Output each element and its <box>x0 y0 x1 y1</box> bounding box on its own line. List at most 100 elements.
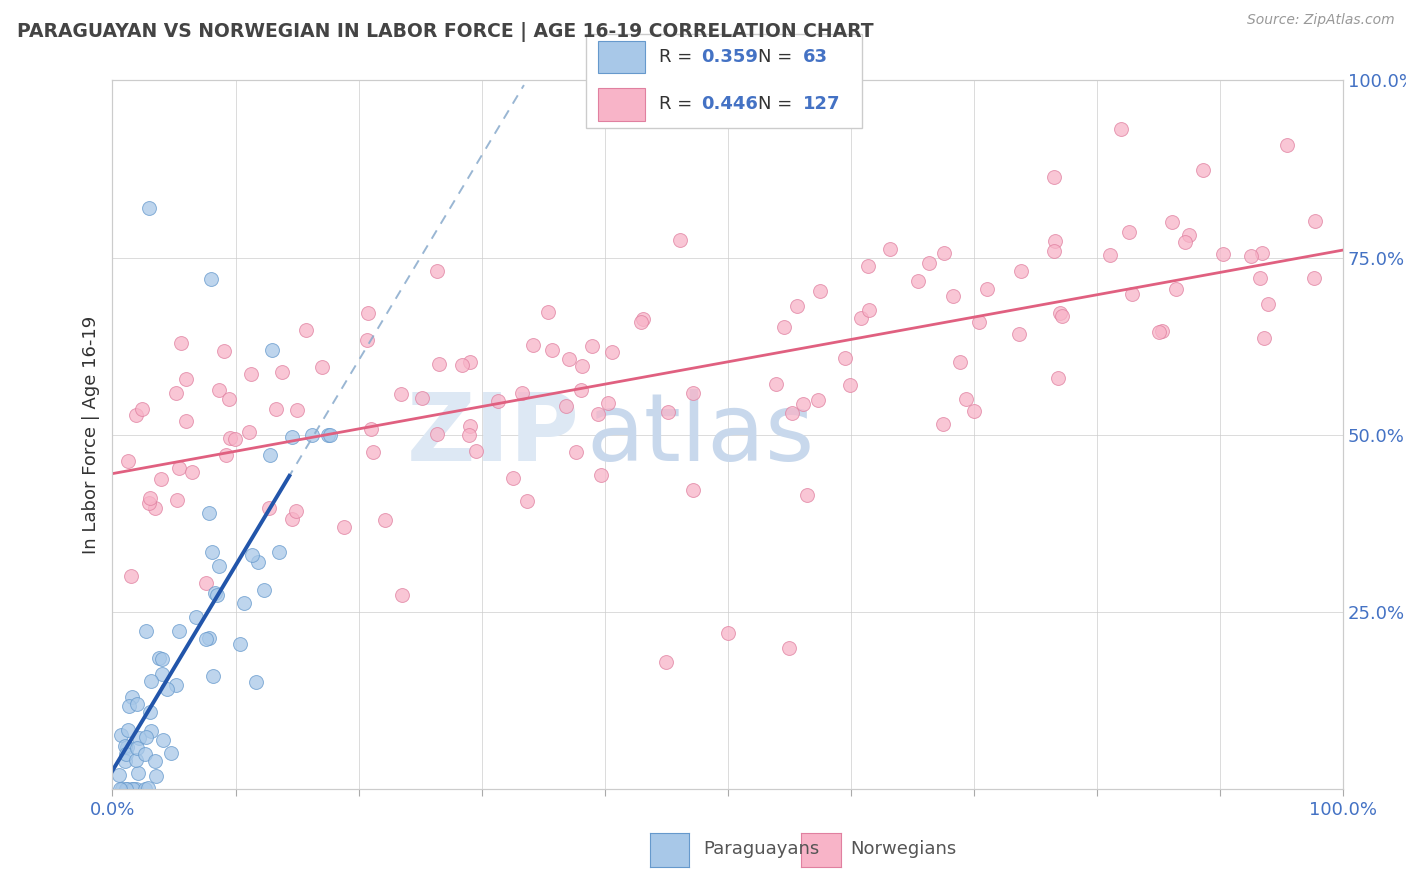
Point <box>510 386 533 401</box>
Point <box>233 596 256 610</box>
Point <box>200 272 222 286</box>
Text: Norwegians: Norwegians <box>851 840 957 858</box>
Point <box>181 465 204 479</box>
Point <box>195 575 218 590</box>
Point <box>117 723 139 737</box>
Point <box>218 392 240 406</box>
Point <box>120 568 142 582</box>
Point <box>717 626 740 640</box>
Point <box>134 747 156 762</box>
Point <box>136 781 159 796</box>
Point <box>167 460 190 475</box>
Point <box>522 338 544 352</box>
Point <box>1010 264 1032 278</box>
Point <box>125 782 148 797</box>
Point <box>270 365 292 379</box>
Text: N =: N = <box>758 48 797 66</box>
Text: Paraguayans: Paraguayans <box>703 840 820 858</box>
Point <box>219 432 242 446</box>
Point <box>778 640 800 655</box>
Text: R =: R = <box>659 48 699 66</box>
Point <box>425 264 447 278</box>
Point <box>361 445 384 459</box>
Point <box>156 682 179 697</box>
Point <box>374 512 396 526</box>
Point <box>285 403 308 417</box>
Point <box>150 667 173 681</box>
Text: N =: N = <box>758 95 797 113</box>
Point <box>160 746 183 760</box>
Point <box>932 245 955 260</box>
Text: 0.359: 0.359 <box>702 48 758 66</box>
Point <box>138 496 160 510</box>
Point <box>1008 326 1031 341</box>
Point <box>596 396 619 410</box>
FancyBboxPatch shape <box>598 88 645 120</box>
Point <box>389 387 412 401</box>
Point <box>301 428 323 442</box>
Point <box>558 351 581 366</box>
Point <box>464 444 486 458</box>
Point <box>115 782 138 797</box>
Point <box>207 588 229 602</box>
Point <box>281 512 304 526</box>
Point <box>918 255 941 269</box>
Point <box>143 500 166 515</box>
Point <box>1049 306 1071 320</box>
Point <box>879 242 901 256</box>
Point <box>765 376 787 391</box>
Point <box>198 506 221 520</box>
Point <box>285 504 308 518</box>
Point <box>264 402 287 417</box>
Point <box>204 586 226 600</box>
Point <box>458 354 481 368</box>
Point <box>208 383 231 397</box>
Text: 0.446: 0.446 <box>702 95 758 113</box>
Point <box>1152 324 1174 338</box>
Point <box>963 403 986 417</box>
Point <box>486 393 509 408</box>
Point <box>657 405 679 419</box>
Point <box>198 631 221 645</box>
Point <box>1253 331 1275 345</box>
Point <box>858 302 880 317</box>
Point <box>949 355 972 369</box>
Point <box>1212 247 1234 261</box>
Text: PARAGUAYAN VS NORWEGIAN IN LABOR FORCE | AGE 16-19 CORRELATION CHART: PARAGUAYAN VS NORWEGIAN IN LABOR FORCE |… <box>17 22 873 42</box>
Point <box>224 432 246 446</box>
Point <box>1121 287 1143 301</box>
Point <box>655 655 678 669</box>
Point <box>259 449 281 463</box>
Point <box>955 392 977 406</box>
Point <box>121 782 143 797</box>
Point <box>131 402 153 417</box>
Point <box>1164 282 1187 296</box>
Point <box>139 491 162 506</box>
Point <box>111 782 134 797</box>
Point <box>682 385 704 400</box>
Point <box>139 706 162 720</box>
Point <box>184 610 207 624</box>
Point <box>1275 137 1298 152</box>
Point <box>537 305 560 319</box>
Point <box>554 399 576 413</box>
Point <box>1149 325 1171 339</box>
Point <box>166 493 188 508</box>
Point <box>541 343 564 358</box>
Point <box>125 740 148 755</box>
Point <box>411 391 433 405</box>
Point <box>215 448 238 462</box>
Point <box>1178 228 1201 243</box>
Text: Source: ZipAtlas.com: Source: ZipAtlas.com <box>1247 13 1395 28</box>
Point <box>167 624 190 639</box>
Point <box>125 753 148 767</box>
Point <box>807 392 830 407</box>
Point <box>332 520 354 534</box>
Point <box>214 343 236 358</box>
Point <box>319 428 342 442</box>
Point <box>1192 162 1215 177</box>
Point <box>357 306 380 320</box>
Point <box>1302 271 1324 285</box>
Point <box>772 320 794 334</box>
Point <box>792 397 814 411</box>
